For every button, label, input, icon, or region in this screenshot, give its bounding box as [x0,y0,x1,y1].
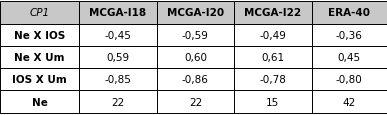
Bar [312,46,387,69]
Bar [79,2,157,24]
Bar [234,2,312,24]
Bar [234,24,312,46]
Text: 0,61: 0,61 [261,53,284,62]
Bar [157,24,234,46]
Text: -0,85: -0,85 [104,75,132,85]
Text: -0,59: -0,59 [182,30,209,40]
Text: 15: 15 [266,97,279,107]
Bar [157,2,234,24]
Text: -0,80: -0,80 [336,75,363,85]
Bar [79,24,157,46]
Text: IOS X Um: IOS X Um [12,75,67,85]
Text: MCGA-I22: MCGA-I22 [244,8,301,18]
Text: 0,45: 0,45 [338,53,361,62]
Text: MCGA-I20: MCGA-I20 [167,8,224,18]
Bar [0,24,79,46]
Bar [0,91,79,113]
Bar [312,69,387,91]
Text: 22: 22 [111,97,125,107]
Bar [79,91,157,113]
Text: Ne X Um: Ne X Um [14,53,65,62]
Bar [157,91,234,113]
Text: -0,78: -0,78 [259,75,286,85]
Text: -0,45: -0,45 [104,30,132,40]
Bar [157,46,234,69]
Bar [234,91,312,113]
Bar [312,91,387,113]
Bar [79,46,157,69]
Text: Ne: Ne [32,97,48,107]
Text: MCGA-I18: MCGA-I18 [89,8,147,18]
Text: 0,60: 0,60 [184,53,207,62]
Text: 42: 42 [342,97,356,107]
Text: CP1: CP1 [29,8,50,18]
Bar [312,2,387,24]
Bar [234,69,312,91]
Text: 0,59: 0,59 [106,53,130,62]
Bar [0,46,79,69]
Text: -0,36: -0,36 [336,30,363,40]
Bar [312,24,387,46]
Bar [157,69,234,91]
Text: -0,86: -0,86 [182,75,209,85]
Bar [0,2,79,24]
Bar [0,69,79,91]
Bar [79,69,157,91]
Text: -0,49: -0,49 [259,30,286,40]
Text: 22: 22 [189,97,202,107]
Text: Ne X IOS: Ne X IOS [14,30,65,40]
Bar [234,46,312,69]
Text: ERA-40: ERA-40 [328,8,370,18]
